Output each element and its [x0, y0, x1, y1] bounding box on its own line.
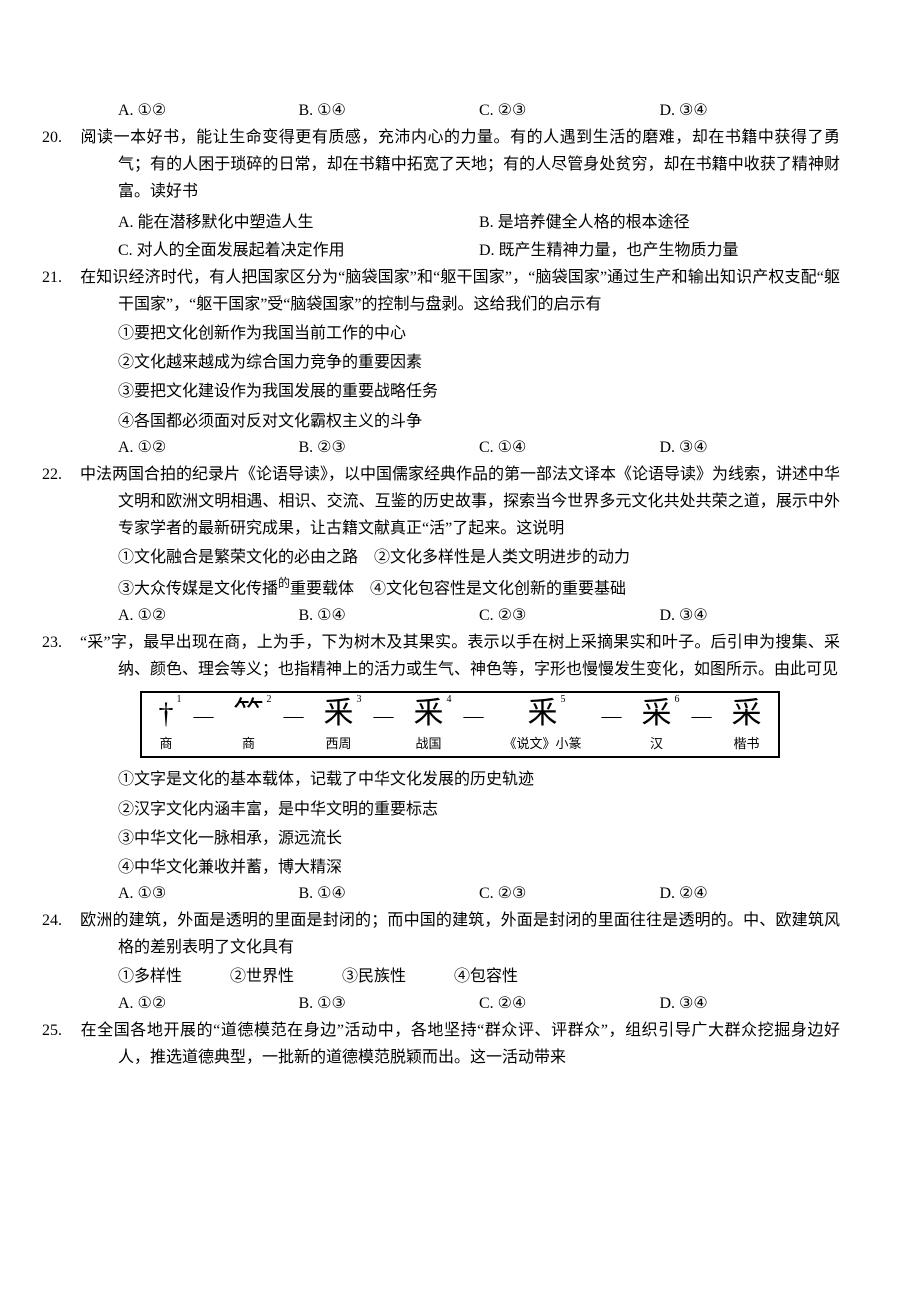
q23-text: “采”字，最早出现在商，上为手，下为树木及其果实。表示以手在树上采摘果实和叶子。… [80, 634, 840, 678]
q23-options: A. ①③ B. ①④ C. ②③ D. ②④ [80, 883, 840, 903]
glyph-separator: — [283, 705, 303, 746]
option-c: C. ②④ [479, 993, 660, 1013]
q23-sub3: ③中华文化一脉相承，源远流长 [80, 825, 840, 852]
glyph-char: ⺮2 [233, 699, 263, 729]
q19-options: A. ①② B. ①④ C. ②③ D. ③④ [80, 100, 840, 120]
option-b: B. ①④ [299, 605, 480, 625]
glyph-separator: — [692, 705, 712, 746]
q23-sub4: ④中华文化兼收并蓄，博大精深 [80, 854, 840, 881]
option-a: A. ①② [118, 437, 299, 457]
q21-sub1: ①要把文化创新作为我国当前工作的中心 [80, 320, 840, 347]
glyph-char: †1 [158, 699, 173, 729]
glyph-label: 《说文》小篆 [503, 733, 581, 752]
q20-options-row1: A. 能在潜移默化中塑造人生 B. 是培养健全人格的根本途径 [80, 208, 840, 232]
glyph-evolution-box: †1 商 — ⺮2 商 — 釆3 西周 — 釆4 战国 — 釆5 《说文》小篆 — 采6 汉 — 采楷书 [140, 691, 779, 758]
glyph-label: 汉 [650, 733, 663, 752]
q21-options: A. ①② B. ②③ C. ①④ D. ③④ [80, 437, 840, 457]
q22-sub1: ①文化融合是繁荣文化的必由之路 ②文化多样性是人类文明进步的动力 [80, 544, 840, 571]
glyph-char: 釆4 [413, 699, 443, 729]
q21-sub3: ③要把文化建设作为我国发展的重要战略任务 [80, 378, 840, 405]
q24-sub1: ①多样性 ②世界性 ③民族性 ④包容性 [80, 963, 840, 990]
option-c: C. ①④ [479, 437, 660, 457]
option-b: B. ①④ [299, 883, 480, 903]
glyph-label: 楷书 [733, 733, 759, 752]
q22-options: A. ①② B. ①④ C. ②③ D. ③④ [80, 605, 840, 625]
q20-text: 阅读一本好书，能让生命变得更有质感，充沛内心的力量。有的人遇到生活的磨难，却在书… [80, 129, 840, 200]
glyph-label: 商 [159, 733, 172, 752]
glyph-cell: ⺮2 商 [233, 699, 263, 752]
option-b: B. 是培养健全人格的根本途径 [479, 208, 840, 232]
q22-text: 中法两国合拍的纪录片《论语导读》，以中国儒家经典作品的第一部法文译本《论语导读》… [80, 466, 840, 537]
q25-text: 在全国各地开展的“道德模范在身边”活动中，各地坚持“群众评、评群众”，组织引导广… [80, 1022, 840, 1066]
option-c: C. ②③ [479, 883, 660, 903]
glyph-cell: †1 商 [158, 699, 173, 752]
option-c: C. 对人的全面发展起着决定作用 [118, 236, 479, 260]
q21-stem: 21.在知识经济时代，有人把国家区分为“脑袋国家”和“躯干国家”，“脑袋国家”通… [80, 264, 840, 318]
glyph-separator: — [602, 705, 622, 746]
option-b: B. ①③ [299, 993, 480, 1013]
option-d: D. ③④ [660, 605, 841, 625]
glyph-separator: — [463, 705, 483, 746]
option-b: B. ②③ [299, 437, 480, 457]
option-d: D. ③④ [660, 993, 841, 1013]
glyph-cell: 采楷书 [732, 699, 762, 752]
glyph-label: 战国 [415, 733, 441, 752]
glyph-row: †1 商 — ⺮2 商 — 釆3 西周 — 釆4 战国 — 釆5 《说文》小篆 — 采6 汉 — 采楷书 [158, 699, 761, 752]
glyph-char: 釆5 [527, 699, 557, 729]
q21-sub2: ②文化越来越成为综合国力竞争的重要因素 [80, 349, 840, 376]
q23-image: †1 商 — ⺮2 商 — 釆3 西周 — 釆4 战国 — 釆5 《说文》小篆 — 采6 汉 — 采楷书 [80, 691, 840, 758]
q21-sub4: ④各国都必须面对反对文化霸权主义的斗争 [80, 408, 840, 435]
option-c: C. ②③ [479, 100, 660, 120]
q22-stem: 22.中法两国合拍的纪录片《论语导读》，以中国儒家经典作品的第一部法文译本《论语… [80, 461, 840, 543]
option-a: A. ①② [118, 100, 299, 120]
glyph-label: 西周 [325, 733, 351, 752]
option-c: C. ②③ [479, 605, 660, 625]
glyph-char: 釆3 [323, 699, 353, 729]
glyph-char: 采6 [642, 699, 672, 729]
option-a: A. ①② [118, 605, 299, 625]
q23-sub2: ②汉字文化内涵丰富，是中华文明的重要标志 [80, 796, 840, 823]
option-d: D. ②④ [660, 883, 841, 903]
option-a: A. 能在潜移默化中塑造人生 [118, 208, 479, 232]
glyph-separator: — [373, 705, 393, 746]
option-d: D. 既产生精神力量，也产生物质力量 [479, 236, 840, 260]
q24-text: 欧洲的建筑，外面是透明的里面是封闭的；而中国的建筑，外面是封闭的里面往往是透明的… [80, 912, 840, 956]
glyph-cell: 釆5 《说文》小篆 [503, 699, 581, 752]
option-a: A. ①② [118, 993, 299, 1013]
q20-stem: 20.阅读一本好书，能让生命变得更有质感，充沛内心的力量。有的人遇到生活的磨难，… [80, 124, 840, 206]
glyph-cell: 釆3 西周 [323, 699, 353, 752]
q20-options-row2: C. 对人的全面发展起着决定作用 D. 既产生精神力量，也产生物质力量 [80, 236, 840, 260]
glyph-cell: 釆4 战国 [413, 699, 443, 752]
q23-stem: 23.“采”字，最早出现在商，上为手，下为树木及其果实。表示以手在树上采摘果实和… [80, 629, 840, 683]
glyph-char: 采 [732, 699, 762, 729]
q23-sub1: ①文字是文化的基本载体，记载了中华文化发展的历史轨迹 [80, 766, 840, 793]
q21-text: 在知识经济时代，有人把国家区分为“脑袋国家”和“躯干国家”，“脑袋国家”通过生产… [80, 269, 840, 313]
q24-options: A. ①② B. ①③ C. ②④ D. ③④ [80, 993, 840, 1013]
glyph-separator: — [193, 705, 213, 746]
option-d: D. ③④ [660, 437, 841, 457]
q24-stem: 24.欧洲的建筑，外面是透明的里面是封闭的；而中国的建筑，外面是封闭的里面往往是… [80, 907, 840, 961]
glyph-label: 商 [242, 733, 255, 752]
glyph-cell: 采6 汉 [642, 699, 672, 752]
q25-stem: 25.在全国各地开展的“道德模范在身边”活动中，各地坚持“群众评、评群众”，组织… [80, 1017, 840, 1071]
option-d: D. ③④ [660, 100, 841, 120]
option-b: B. ①④ [299, 100, 480, 120]
q22-sub2: ③大众传媒是文化传播的重要载体 ④文化包容性是文化创新的重要基础 [80, 573, 840, 603]
option-a: A. ①③ [118, 883, 299, 903]
